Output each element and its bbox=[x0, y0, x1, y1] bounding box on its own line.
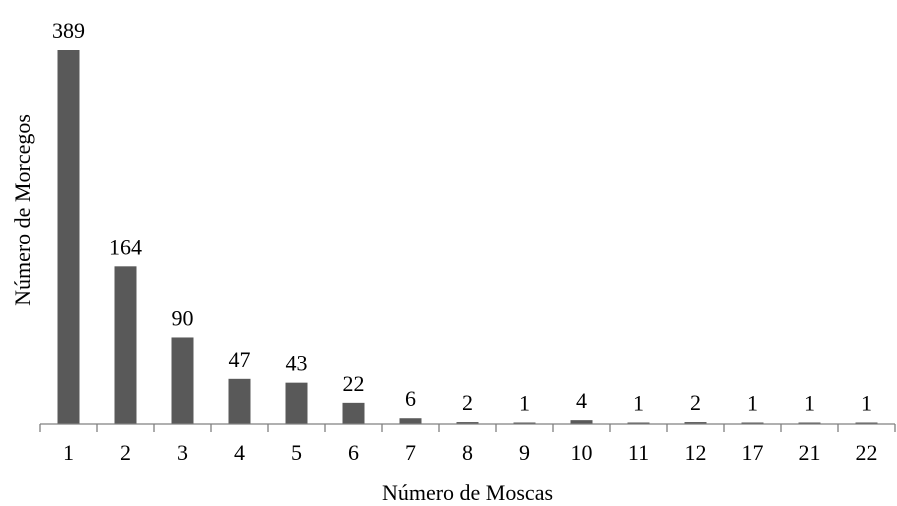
bar-17 bbox=[741, 422, 764, 424]
x-axis-tick-labels-group: 1 2 3 4 5 6 7 8 9 10 11 12 17 21 22 bbox=[63, 440, 878, 465]
x-tick-label-22: 22 bbox=[856, 440, 878, 465]
data-label-12: 2 bbox=[690, 390, 701, 415]
bar-3 bbox=[171, 337, 194, 424]
data-label-3: 90 bbox=[172, 305, 194, 330]
x-tick-label-2: 2 bbox=[120, 440, 131, 465]
data-label-21: 1 bbox=[804, 391, 815, 416]
data-labels-group: 389 164 90 47 43 22 6 2 1 4 1 2 1 1 1 bbox=[52, 18, 872, 416]
x-tick-label-11: 11 bbox=[628, 440, 649, 465]
x-axis-title: Número de Moscas bbox=[382, 480, 553, 505]
x-tick-label-12: 12 bbox=[685, 440, 707, 465]
bar-11 bbox=[627, 422, 650, 424]
bar-1 bbox=[57, 50, 80, 424]
data-label-7: 6 bbox=[405, 386, 416, 411]
bar-6 bbox=[342, 402, 365, 424]
x-tick-label-6: 6 bbox=[348, 440, 359, 465]
data-label-4: 47 bbox=[229, 347, 251, 372]
data-label-9: 1 bbox=[519, 391, 530, 416]
y-axis-title: Número de Morcegos bbox=[10, 114, 35, 306]
x-axis-ticks-group bbox=[39, 424, 896, 432]
x-tick-label-21: 21 bbox=[799, 440, 821, 465]
x-tick-label-1: 1 bbox=[63, 440, 74, 465]
data-label-8: 2 bbox=[462, 390, 473, 415]
bar-12 bbox=[684, 422, 707, 424]
bar-22 bbox=[855, 422, 878, 424]
data-label-5: 43 bbox=[286, 351, 308, 376]
bar-5 bbox=[285, 382, 308, 424]
x-tick-label-17: 17 bbox=[742, 440, 764, 465]
data-label-11: 1 bbox=[633, 391, 644, 416]
x-tick-label-8: 8 bbox=[462, 440, 473, 465]
x-tick-label-9: 9 bbox=[519, 440, 530, 465]
x-tick-label-4: 4 bbox=[234, 440, 245, 465]
bars-group bbox=[57, 50, 878, 424]
bar-2 bbox=[114, 266, 137, 424]
data-label-1: 389 bbox=[52, 18, 85, 43]
bar-7 bbox=[399, 418, 422, 424]
bar-8 bbox=[456, 422, 479, 424]
x-tick-label-7: 7 bbox=[405, 440, 416, 465]
bar-4 bbox=[228, 378, 251, 424]
bar-21 bbox=[798, 422, 821, 424]
data-label-2: 164 bbox=[109, 234, 142, 259]
data-label-17: 1 bbox=[747, 391, 758, 416]
data-label-22: 1 bbox=[861, 391, 872, 416]
bar-9 bbox=[513, 422, 536, 424]
x-tick-label-10: 10 bbox=[571, 440, 593, 465]
data-label-6: 22 bbox=[343, 371, 365, 396]
bar-10 bbox=[570, 420, 593, 424]
x-tick-label-5: 5 bbox=[291, 440, 302, 465]
x-tick-label-3: 3 bbox=[177, 440, 188, 465]
data-label-10: 4 bbox=[576, 388, 587, 413]
